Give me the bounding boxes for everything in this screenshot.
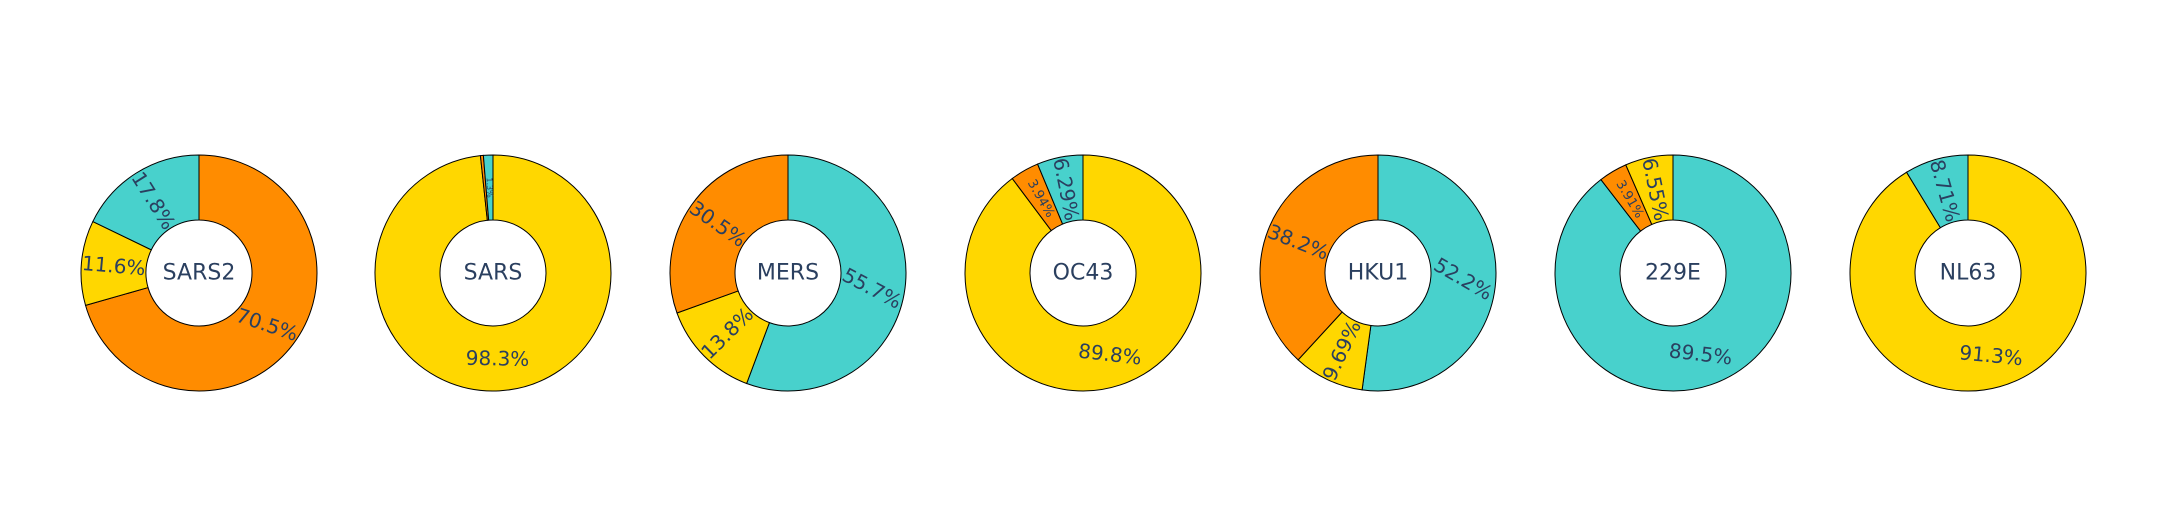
donut-center-label: HKU1	[1348, 261, 1408, 286]
slice-229e-0	[1554, 154, 1792, 392]
slice-sars2-2	[92, 154, 200, 251]
slice-oc43-2	[1036, 154, 1084, 225]
donut-hku1: 52.2%9.69%38.2%HKU1	[1259, 154, 1497, 392]
slice-oc43-0	[964, 154, 1202, 392]
slice-sars-0	[374, 154, 612, 392]
slice-229e-2	[1625, 154, 1674, 226]
donut-center-label: NL63	[1940, 261, 1997, 286]
donut-nl63: 91.3%8.71%NL63	[1849, 154, 2087, 392]
donut-sars2: 70.5%11.6%17.8%SARS2	[80, 154, 318, 392]
donut-mers: 55.7%13.8%30.5%MERS	[669, 154, 907, 392]
donut-oc43: 89.8%3.94%6.29%OC43	[964, 154, 1202, 392]
donut-center-label: SARS	[464, 261, 523, 286]
slice-mers-2	[669, 154, 789, 314]
slice-nl63-0	[1849, 154, 2087, 392]
slice-label-sars2-1: 11.6%	[81, 251, 146, 280]
donut-sars: 98.3% 1.3% SARS	[374, 154, 612, 392]
slice-label-sars-2: 1.3%	[485, 177, 495, 198]
slice-nl63-1	[1905, 154, 1969, 229]
slice-hku1-0	[1361, 154, 1497, 392]
donut-center-label: 229E	[1645, 261, 1701, 286]
slice-sars2-0	[84, 154, 318, 392]
slice-mers-0	[745, 154, 907, 392]
slice-sars-2	[482, 154, 494, 221]
slice-hku1-2	[1259, 154, 1379, 361]
slice-label-sars-0: 98.3%	[466, 346, 530, 371]
donut-center-label: OC43	[1053, 261, 1114, 286]
donut-229e: 89.5%3.91%6.55%229E	[1554, 154, 1792, 392]
donut-center-label: SARS2	[163, 261, 236, 286]
donut-center-label: MERS	[757, 261, 819, 286]
